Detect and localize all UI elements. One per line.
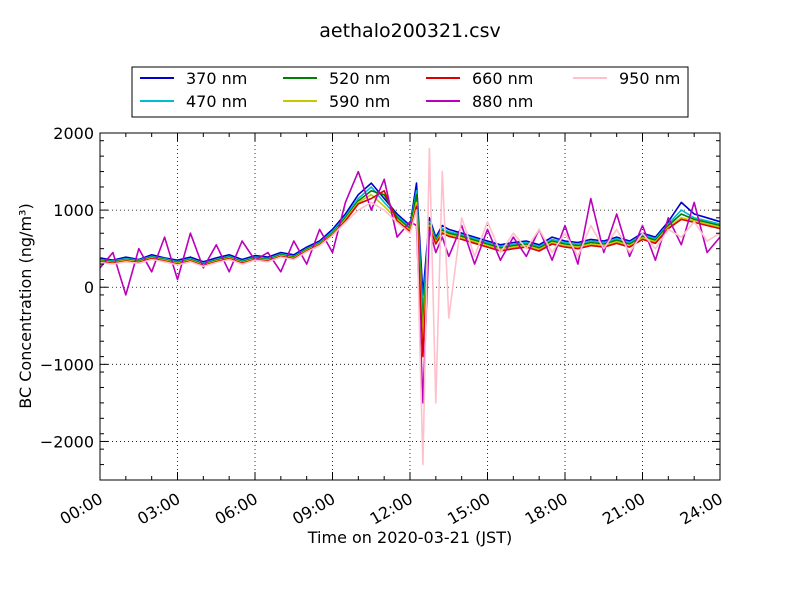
- chart-title: aethalo200321.csv: [319, 20, 501, 42]
- x-tick-label: 15:00: [444, 489, 493, 529]
- x-tick-label: 21:00: [599, 489, 648, 529]
- legend-label: 470 nm: [186, 92, 247, 111]
- legend-box: [131, 66, 689, 118]
- legend-label: 950 nm: [619, 69, 680, 88]
- x-axis-label: Time on 2020-03-21 (JST): [307, 528, 512, 547]
- series-line-950-nm: [99, 147, 721, 466]
- x-tick-label: 24:00: [677, 489, 726, 529]
- legend: 370 nm 470 nm 520 nm 590 nm 660 nm 880 nm 950 …: [131, 66, 689, 118]
- x-tick-label: 12:00: [367, 489, 416, 529]
- x-tick-label: 09:00: [289, 489, 338, 529]
- legend-label: 880 nm: [472, 92, 533, 111]
- x-tick-label: 06:00: [212, 489, 261, 529]
- legend-label: 370 nm: [186, 69, 247, 88]
- y-tick-label: 2000: [53, 124, 94, 143]
- x-tick-label: 00:00: [57, 489, 106, 529]
- y-tick-label: −2000: [40, 432, 94, 451]
- legend-label: 590 nm: [329, 92, 390, 111]
- plot-area: 00:00 03:00 06:00 09:00 12:00 15:00 18:00 21:00…: [40, 124, 726, 529]
- y-tick-label: −1000: [40, 355, 94, 374]
- y-axis-label: BC Concentration (ng/m³): [16, 203, 35, 408]
- legend-label: 520 nm: [329, 69, 390, 88]
- x-tick-label: 18:00: [522, 489, 571, 529]
- y-tick-label: 1000: [53, 201, 94, 220]
- legend-label: 660 nm: [472, 69, 533, 88]
- series-line-590-nm: [99, 193, 721, 343]
- x-tick-label: 03:00: [134, 489, 183, 529]
- y-tick-label: 0: [84, 278, 94, 297]
